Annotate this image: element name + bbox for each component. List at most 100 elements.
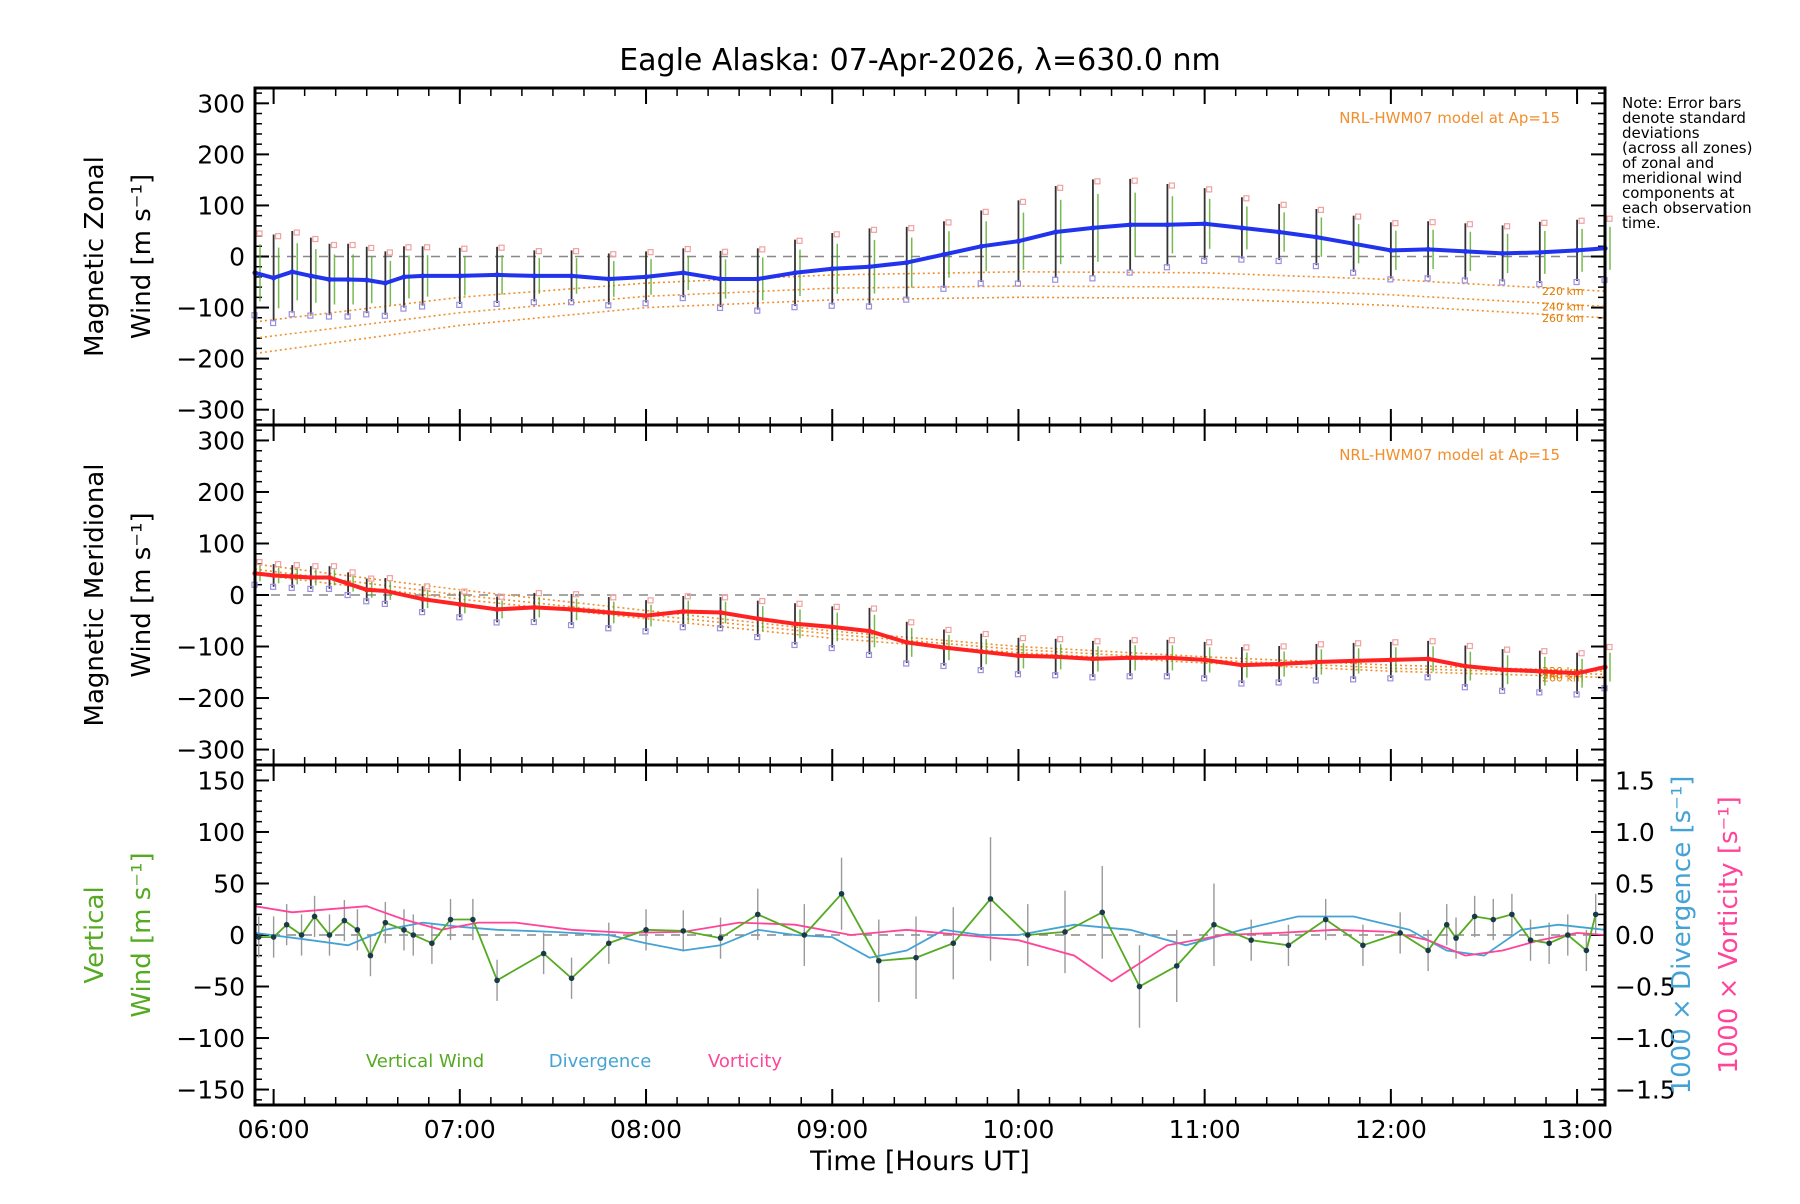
data-point	[308, 574, 314, 581]
zone-marker	[865, 303, 873, 310]
y-tick-label: 200	[197, 478, 245, 507]
zone-marker	[610, 251, 617, 258]
zone-marker	[1089, 275, 1096, 282]
zone-marker	[386, 575, 393, 582]
y2-axis-title-divergence: 1000 × Divergence [s⁻¹]	[1667, 776, 1697, 1095]
zone-marker	[1355, 640, 1362, 647]
zone-marker	[940, 662, 947, 670]
zone-marker	[1498, 687, 1506, 694]
model-curve-240km	[254, 285, 1606, 339]
zone-marker	[423, 244, 431, 251]
zone-marker	[1541, 648, 1548, 655]
data-point	[1499, 250, 1506, 257]
note-line: of zonal and	[1622, 154, 1714, 172]
data-point	[866, 264, 873, 270]
zone-marker	[1275, 679, 1282, 686]
zone-marker	[1126, 269, 1133, 276]
x-tick-label: 12:00	[1355, 1115, 1427, 1144]
zone-marker	[1578, 217, 1585, 224]
vertical-data-point	[326, 932, 333, 938]
data-point	[1090, 225, 1096, 231]
y-tick-label: −300	[176, 396, 245, 425]
data-point	[1239, 225, 1245, 231]
zone-marker	[870, 605, 878, 612]
vertical-data-point	[311, 913, 318, 920]
y-tick-label: −300	[176, 736, 245, 765]
model-note: NRL-HWM07 model at Ap=15	[1339, 109, 1560, 127]
legend-entry: Vertical Wind	[366, 1051, 484, 1072]
data-point	[1425, 246, 1431, 252]
zone-marker	[1163, 264, 1171, 271]
zone-marker	[908, 619, 915, 626]
zone-marker	[754, 634, 761, 641]
zone-marker	[330, 563, 338, 570]
zone-marker	[572, 591, 580, 598]
zone-marker	[721, 594, 729, 601]
model-altitude-label: 220 km	[1542, 285, 1584, 298]
zone-marker	[1131, 177, 1138, 184]
zone-marker	[386, 249, 393, 256]
data-point	[1351, 658, 1357, 664]
model-curve-220km	[254, 563, 1606, 672]
zone-marker	[530, 618, 537, 626]
data-point	[1090, 656, 1096, 662]
data-point	[866, 628, 873, 634]
zone-marker	[828, 302, 835, 309]
plot-layer: −300 −200 −100 0 100 200 300 Magnetic Zonal Wind…	[80, 86, 1744, 1144]
data-point	[1164, 655, 1171, 661]
zone-marker	[349, 569, 356, 576]
data-point	[941, 644, 947, 651]
vertical-data-point	[354, 927, 361, 933]
zone-marker	[330, 241, 338, 249]
zone-marker	[1350, 676, 1357, 683]
zone-marker	[1275, 257, 1282, 265]
data-point	[941, 251, 947, 258]
zone-marker	[461, 588, 468, 595]
data-point	[904, 260, 910, 266]
vertical-data-point	[1425, 947, 1431, 954]
y2-tick-label: 1.0	[1615, 818, 1655, 847]
x-tick-label: 08:00	[610, 1115, 682, 1144]
vertical-data-point	[1024, 932, 1031, 938]
data-point	[568, 606, 575, 613]
y-tick-label: −150	[176, 1076, 245, 1105]
zone-marker	[1201, 257, 1208, 264]
zone-marker	[1355, 213, 1362, 220]
zone-marker	[1131, 637, 1138, 644]
zone-marker	[1243, 644, 1250, 651]
data-point	[494, 606, 500, 613]
data-point	[717, 609, 724, 616]
zone-marker	[908, 225, 915, 232]
y2-axis-title-vorticity: 1000 × Vorticity [s⁻¹]	[1714, 796, 1744, 1074]
data-point	[904, 639, 910, 645]
y2-tick-label: −1.5	[1615, 1076, 1676, 1105]
zone-marker	[1094, 638, 1101, 645]
zone-marker	[1466, 642, 1473, 650]
zone-marker	[293, 229, 300, 236]
data-point	[364, 277, 370, 283]
data-point	[792, 270, 798, 276]
vertical-data-point	[1136, 983, 1143, 990]
data-point	[1127, 655, 1133, 661]
data-point	[289, 573, 295, 580]
zone-marker	[754, 307, 761, 314]
zone-marker	[344, 591, 351, 599]
zone-marker	[1461, 277, 1468, 284]
zone-marker	[684, 593, 691, 600]
data-point	[494, 272, 500, 278]
data-point	[1462, 663, 1468, 669]
vorticity-line	[254, 905, 1606, 983]
data-point	[419, 273, 426, 279]
divergence-line	[254, 915, 1606, 959]
vertical-data-point	[1471, 913, 1478, 920]
vertical-data-point	[717, 935, 724, 941]
zone-marker	[325, 313, 333, 320]
vertical-data-point	[429, 940, 435, 947]
vorticity-axis-title: 1000 × Vorticity [s⁻¹]	[1714, 796, 1744, 1074]
y-axis-title-line1: Magnetic Zonal	[80, 156, 110, 357]
y-tick-label: 100	[197, 191, 245, 220]
data-point	[1276, 229, 1282, 235]
zone-marker	[423, 583, 431, 590]
y-tick-label: 100	[197, 529, 245, 558]
